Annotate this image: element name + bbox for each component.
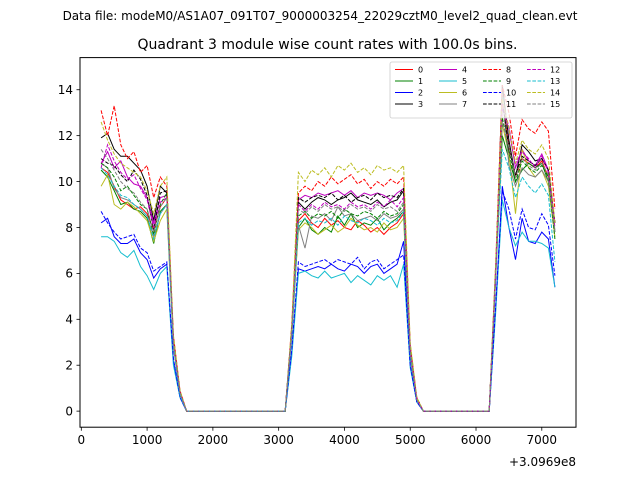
x-tick-label: 3000	[263, 433, 294, 447]
legend-label-13: 13	[550, 77, 560, 86]
legend-label-7: 7	[462, 100, 467, 109]
legend-label-6: 6	[462, 89, 467, 98]
y-tick-label: 2	[65, 359, 73, 373]
x-tick-label: 7000	[527, 433, 558, 447]
x-tick-label: 4000	[329, 433, 360, 447]
figure-suptitle: Data file: modeM0/AS1A07_091T07_90000032…	[63, 9, 578, 23]
legend-label-5: 5	[462, 77, 467, 86]
legend-label-4: 4	[462, 66, 467, 75]
y-tick-label: 10	[58, 175, 73, 189]
y-tick-label: 4	[65, 313, 73, 327]
y-tick-label: 0	[65, 404, 73, 418]
y-tick-label: 6	[65, 267, 73, 281]
legend-label-2: 2	[418, 89, 423, 98]
legend-label-10: 10	[506, 89, 516, 98]
x-offset-label: +3.0969e8	[509, 455, 576, 469]
legend-box	[389, 61, 573, 119]
series-line-6	[100, 124, 556, 412]
legend-label-0: 0	[418, 66, 423, 75]
y-axis-ticks: 0 2 4 6 8 10 12 14	[58, 83, 80, 418]
plot-frame	[79, 57, 577, 428]
legend-label-8: 8	[506, 66, 511, 75]
series-line-15	[100, 121, 556, 412]
legend-label-1: 1	[418, 77, 423, 86]
series-layer	[100, 84, 556, 412]
x-tick-label: 1000	[132, 433, 163, 447]
y-tick-label: 14	[58, 83, 73, 97]
y-tick-label: 8	[65, 221, 73, 235]
legend-label-14: 14	[550, 89, 560, 98]
x-axis-ticks: 0 1000 2000 3000 4000 5000 6000 7000	[77, 427, 557, 447]
legend-label-9: 9	[506, 77, 511, 86]
series-line-1	[100, 135, 556, 412]
legend-label-12: 12	[550, 66, 560, 75]
series-line-13	[100, 149, 556, 412]
x-tick-label: 5000	[395, 433, 426, 447]
x-tick-label: 6000	[461, 433, 492, 447]
x-tick-label: 2000	[198, 433, 229, 447]
x-tick-label: 0	[77, 433, 85, 447]
chart-title: Quadrant 3 module wise count rates with …	[138, 37, 518, 53]
legend-label-15: 15	[550, 100, 560, 109]
legend-label-3: 3	[418, 100, 423, 109]
series-line-10	[100, 190, 556, 412]
legend-label-11: 11	[506, 100, 516, 109]
y-tick-label: 12	[58, 129, 73, 143]
